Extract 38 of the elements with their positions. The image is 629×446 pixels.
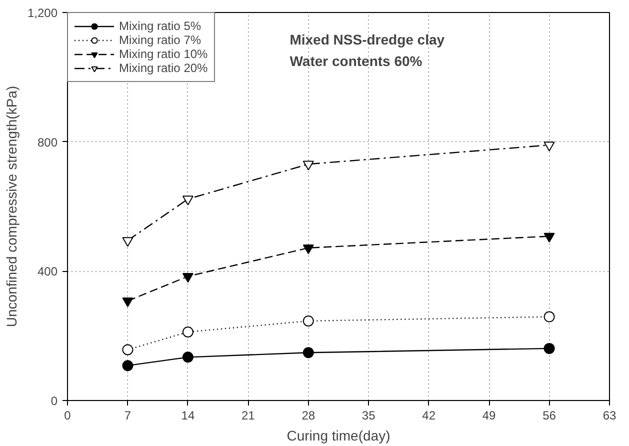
x-tick-label: 42	[422, 408, 436, 422]
point	[544, 232, 555, 243]
x-tick-label: 49	[482, 408, 496, 422]
x-tick-label: 0	[64, 408, 72, 422]
x-tick-label: 35	[362, 408, 376, 422]
y-tick-label: 400	[37, 264, 58, 279]
x-tick-label: 63	[602, 408, 616, 422]
point	[302, 244, 314, 254]
point	[122, 298, 134, 308]
legend-label: Mixing ratio 10%	[119, 47, 208, 61]
x-tick-label: 21	[241, 408, 256, 422]
point	[182, 352, 194, 363]
x-tick-label: 14	[181, 408, 195, 422]
x-tick-label: 28	[302, 408, 316, 422]
point	[182, 326, 194, 338]
point	[122, 237, 134, 247]
annotation: Water contents 60%	[290, 52, 423, 69]
point	[544, 311, 555, 322]
x-tick-label: 56	[542, 408, 556, 422]
legend-label: Mixing ratio 7%	[119, 33, 202, 47]
x-tick-label: 7	[124, 408, 132, 422]
x-axis-title: Curing time(day)	[286, 428, 390, 444]
point	[122, 344, 134, 356]
point	[122, 360, 134, 372]
point	[182, 196, 194, 206]
point	[544, 342, 555, 354]
point	[182, 272, 194, 283]
y-axis-title: Unconfined compressive strength(kPa)	[3, 86, 20, 328]
point	[544, 142, 555, 152]
legend-label: Mixing ratio 5%	[119, 19, 202, 33]
annotation: Mixed NSS-dredge clay	[290, 31, 445, 48]
point	[302, 160, 314, 170]
legend-label: Mixing ratio 20%	[119, 61, 208, 75]
point	[302, 347, 314, 358]
y-tick-label: 800	[37, 135, 58, 150]
y-tick-label: 1,200	[27, 6, 58, 20]
y-tick-label: 0	[50, 394, 58, 408]
point	[302, 315, 314, 326]
